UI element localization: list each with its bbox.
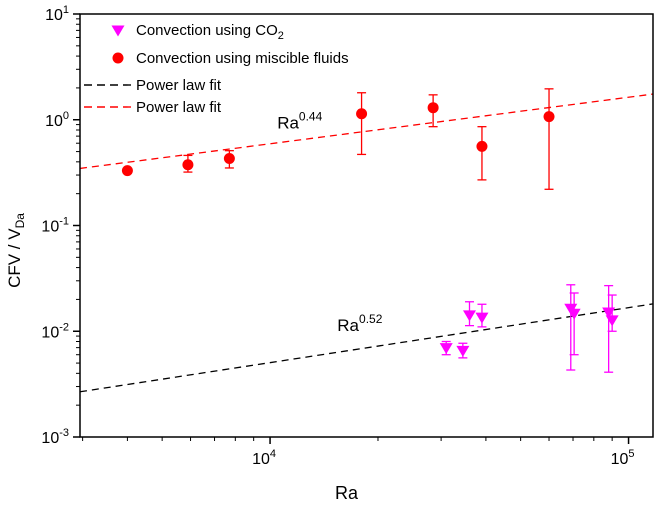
tick-label: 100 (45, 110, 69, 130)
fit-line-black (79, 303, 654, 393)
data-point-circle (476, 140, 488, 152)
x-axis-label: Ra (335, 483, 359, 503)
fit-annotation-red: Ra0.44 (277, 110, 322, 133)
fit-annotation-black: Ra0.52 (337, 312, 382, 335)
series-miscible (121, 88, 555, 190)
error-bar (544, 88, 554, 190)
fit-annotation-text: Ra0.44 (277, 110, 322, 133)
tick-label: 10-3 (41, 427, 69, 447)
data-point-circle (182, 159, 194, 171)
legend-item-label: Convection using CO2 (136, 22, 284, 42)
y-axis-label: CFV / VDa (5, 213, 27, 288)
tick-label: 105 (611, 448, 635, 468)
legend-item-label: Power law fit (136, 99, 222, 116)
legend-item-label: Power law fit (136, 77, 222, 94)
series-co2 (439, 284, 619, 373)
data-point-triangle (456, 345, 470, 357)
x-axis-title: Ra (335, 483, 359, 503)
data-point-triangle (567, 308, 581, 320)
legend-circle-icon (112, 52, 124, 64)
x-axis-ticks: 104 105 (82, 437, 635, 468)
data-point-triangle (439, 343, 453, 355)
legend: Convection using CO2 Convection using mis… (84, 22, 349, 116)
y-axis-title: CFV / VDa (5, 213, 27, 288)
data-point-circle (427, 102, 439, 114)
tick-label: 10-2 (41, 321, 69, 341)
error-bar (566, 284, 576, 371)
data-point-circle (356, 108, 368, 120)
legend-triangle-icon (111, 25, 125, 37)
tick-label: 10-1 (41, 216, 69, 236)
tick-label: 104 (252, 448, 276, 468)
error-bar (357, 92, 367, 156)
fit-line-red (79, 93, 654, 170)
error-bar (477, 126, 487, 181)
data-point-triangle (605, 315, 619, 327)
data-point-triangle (475, 312, 489, 324)
data-point-circle (121, 165, 133, 177)
data-point-triangle (602, 307, 616, 319)
tick-label: 101 (45, 4, 69, 24)
y-axis-ticks: 10-3 10-2 10-1 100 101 (41, 4, 80, 447)
data-point-circle (543, 111, 555, 123)
data-point-circle (223, 153, 235, 165)
error-bar (604, 284, 614, 373)
fit-annotation-text: Ra0.52 (337, 312, 382, 335)
data-point-triangle (462, 310, 476, 322)
legend-item-label: Convection using miscible fluids (136, 50, 349, 67)
error-bar (569, 292, 579, 356)
fit-lines (79, 93, 654, 393)
